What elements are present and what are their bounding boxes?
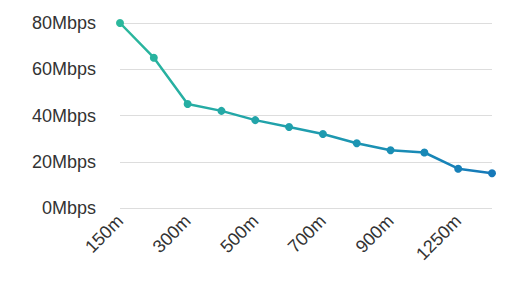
svg-text:0Mbps: 0Mbps: [42, 198, 96, 218]
svg-text:60Mbps: 60Mbps: [32, 59, 96, 79]
svg-text:900m: 900m: [352, 211, 398, 257]
svg-text:700m: 700m: [284, 211, 330, 257]
svg-text:150m: 150m: [81, 211, 127, 257]
svg-text:80Mbps: 80Mbps: [32, 13, 96, 33]
svg-text:500m: 500m: [216, 211, 262, 257]
svg-text:20Mbps: 20Mbps: [32, 152, 96, 172]
svg-text:1250m: 1250m: [412, 211, 465, 264]
svg-text:40Mbps: 40Mbps: [32, 106, 96, 126]
svg-text:300m: 300m: [149, 211, 195, 257]
